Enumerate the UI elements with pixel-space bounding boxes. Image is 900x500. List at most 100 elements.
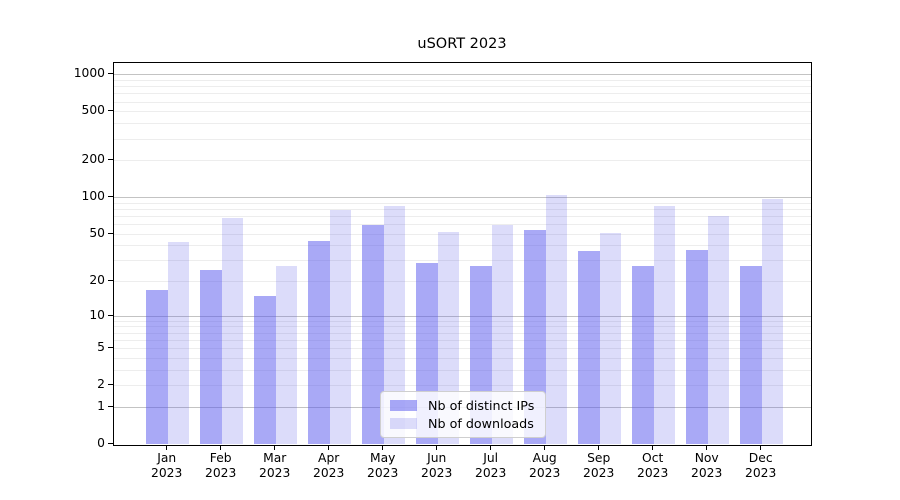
y-tick-label: 50 xyxy=(89,225,105,240)
y-tick-label: 1000 xyxy=(73,66,105,81)
gridline-minor xyxy=(114,123,811,125)
bar-downloads-jan xyxy=(167,242,190,445)
x-tick-label-mar: Mar 2023 xyxy=(259,450,291,481)
y-tick-label: 10 xyxy=(89,307,105,322)
x-tick-label-jul: Jul 2023 xyxy=(475,450,507,481)
x-tick-mark xyxy=(274,444,276,450)
x-tick-mark xyxy=(436,444,438,450)
gridline-minor xyxy=(114,224,811,226)
x-tick-label-sep: Sep 2023 xyxy=(583,450,615,481)
legend-item-downloads: Nb of downloads xyxy=(390,416,536,431)
bar-downloads-oct xyxy=(653,206,676,445)
x-tick-label-jun: Jun 2023 xyxy=(421,450,453,481)
gridline-minor xyxy=(114,111,811,113)
x-tick-mark xyxy=(652,444,654,450)
y-tick-mark xyxy=(108,195,113,198)
bar-ips-mar xyxy=(254,296,276,445)
x-tick-label-jan: Jan 2023 xyxy=(151,450,183,481)
gridline-minor xyxy=(114,79,811,81)
x-tick-mark xyxy=(598,444,600,450)
bar-downloads-jul xyxy=(491,224,514,445)
x-tick-mark xyxy=(220,444,222,450)
legend-swatch-ips xyxy=(390,399,417,412)
gridline-minor xyxy=(114,208,811,210)
gridline-minor xyxy=(114,339,811,341)
gridline-minor xyxy=(114,215,811,217)
gridline-major xyxy=(114,315,811,317)
gridline-minor xyxy=(114,233,811,235)
bar-ips-jan xyxy=(146,289,168,445)
y-tick-mark xyxy=(108,73,113,75)
x-tick-label-nov: Nov 2023 xyxy=(691,450,723,481)
plot-area: Nb of distinct IPs Nb of downloads xyxy=(113,61,812,446)
y-tick-mark xyxy=(108,232,113,234)
y-tick-mark xyxy=(108,280,113,282)
y-tick-label: 2 xyxy=(97,377,105,392)
gridline-minor xyxy=(114,260,811,262)
y-tick-mark xyxy=(108,314,113,316)
legend-label-downloads: Nb of downloads xyxy=(428,416,534,431)
bar-ips-nov xyxy=(686,249,708,445)
y-tick-mark xyxy=(108,110,113,112)
bar-downloads-nov xyxy=(707,216,730,445)
bar-downloads-apr xyxy=(329,210,352,445)
y-tick-mark xyxy=(108,159,113,161)
y-tick-label: 5 xyxy=(97,340,105,355)
x-tick-label-may: May 2023 xyxy=(367,450,399,481)
gridline-minor xyxy=(114,348,811,350)
gridline-minor xyxy=(114,86,811,88)
y-tick-label: 500 xyxy=(81,103,105,118)
y-tick-mark xyxy=(108,347,113,349)
y-tick-mark xyxy=(108,442,113,445)
y-tick-mark xyxy=(108,405,113,407)
gridline-minor xyxy=(114,326,811,328)
y-tick-label: 200 xyxy=(81,152,105,167)
bar-ips-sep xyxy=(578,251,600,445)
bar-ips-may xyxy=(362,224,384,445)
bar-downloads-dec xyxy=(761,199,784,445)
legend: Nb of distinct IPs Nb of downloads xyxy=(380,391,546,438)
bar-ips-feb xyxy=(200,270,222,445)
x-tick-mark xyxy=(490,444,492,450)
bar-downloads-mar xyxy=(275,266,298,445)
bar-downloads-aug xyxy=(545,195,568,445)
gridline-minor xyxy=(114,138,811,140)
gridline-minor xyxy=(114,101,811,103)
x-tick-mark xyxy=(382,444,384,450)
y-tick-label: 0 xyxy=(97,436,105,450)
bar-ips-apr xyxy=(308,240,330,445)
x-tick-mark xyxy=(544,444,546,450)
gridline-minor xyxy=(114,320,811,322)
y-tick-label: 20 xyxy=(89,273,105,288)
x-tick-mark xyxy=(760,444,762,450)
legend-swatch-downloads xyxy=(390,417,417,430)
y-tick-label: 1 xyxy=(97,398,105,413)
gridline-minor xyxy=(114,369,811,371)
bar-downloads-feb xyxy=(221,217,244,445)
gridline-minor xyxy=(114,202,811,204)
x-tick-mark xyxy=(706,444,708,450)
gridline-minor xyxy=(114,245,811,247)
legend-label-ips: Nb of distinct IPs xyxy=(428,398,535,413)
gridline-minor xyxy=(114,281,811,283)
gridline-minor xyxy=(114,385,811,387)
y-tick-mark xyxy=(108,384,113,386)
bar-downloads-may xyxy=(383,205,406,445)
legend-item-ips: Nb of distinct IPs xyxy=(390,398,536,413)
x-tick-label-oct: Oct 2023 xyxy=(637,450,669,481)
x-tick-mark xyxy=(328,444,330,450)
gridline-minor xyxy=(114,93,811,95)
x-tick-label-aug: Aug 2023 xyxy=(529,450,561,481)
bar-ips-aug xyxy=(524,230,546,445)
gridline-minor xyxy=(114,332,811,334)
gridline-minor xyxy=(114,357,811,359)
x-tick-label-dec: Dec 2023 xyxy=(745,450,777,481)
bar-downloads-sep xyxy=(599,233,622,445)
gridline-major xyxy=(114,74,811,76)
gridline-major xyxy=(114,197,811,199)
x-tick-label-feb: Feb 2023 xyxy=(205,450,237,481)
gridline-minor xyxy=(114,160,811,162)
bar-ips-oct xyxy=(632,266,654,445)
x-tick-mark xyxy=(166,444,168,450)
